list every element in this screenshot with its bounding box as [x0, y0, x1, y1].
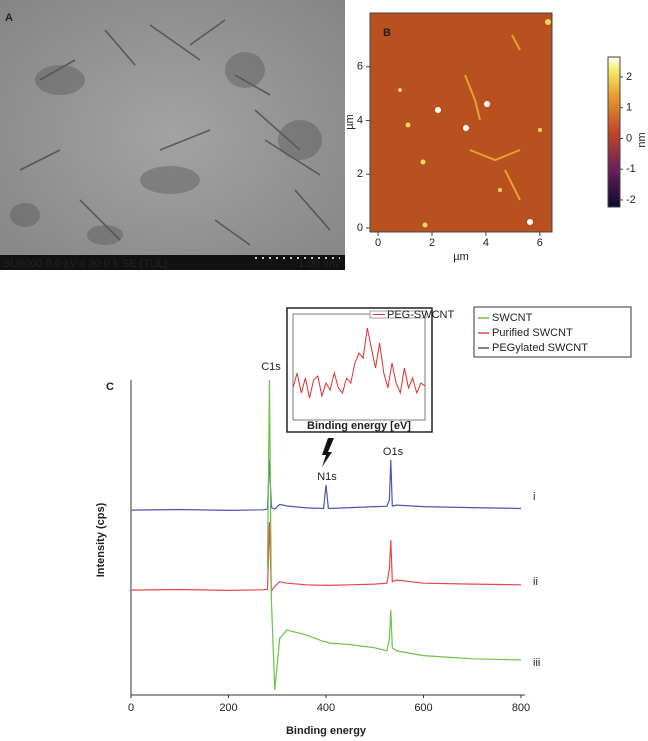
- colorbar-tick-label: -1: [626, 163, 636, 175]
- panel-label: C: [106, 381, 114, 393]
- y-tick-label: 2: [357, 168, 363, 180]
- series-end-label: iii: [533, 657, 540, 669]
- inset-x-label: Binding energy [eV]: [307, 420, 411, 432]
- sem-info-bar: [0, 255, 345, 270]
- legend-box: [473, 306, 632, 358]
- x-tick-label: 2: [429, 237, 435, 249]
- x-tick-label: 600: [414, 702, 432, 714]
- series-end-label: i: [533, 491, 535, 503]
- image-caption: SU8000 5.0 kV x 30.0 k SE (TUL): [3, 258, 167, 270]
- x-tick-label: 0: [128, 702, 134, 714]
- x-tick-label: 200: [219, 702, 237, 714]
- peak-annotation: C1s: [261, 361, 281, 373]
- y-tick-label: 0: [357, 222, 363, 234]
- scale-bar-label: 1.00 um: [298, 258, 338, 270]
- colorbar-tick-label: 0: [626, 132, 632, 144]
- sem-blobs: [10, 52, 322, 245]
- legend-label: PEGylated SWCNT: [492, 342, 588, 354]
- plot-frame: [369, 12, 553, 233]
- peak-annotation: N1s: [317, 471, 337, 483]
- sem-image: [0, 0, 345, 270]
- x-tick-label: 400: [317, 702, 335, 714]
- peak-annotation: O1s: [383, 446, 404, 458]
- afm-tubes: [464, 34, 521, 201]
- inset-arrow: [322, 438, 334, 467]
- panel-label: A: [5, 12, 13, 24]
- colorbar-label: nm: [636, 132, 648, 147]
- spectrum-line: [266, 379, 522, 691]
- spectrum-line: [130, 459, 522, 512]
- x-tick-label: 6: [537, 237, 543, 249]
- x-tick-label: 800: [512, 702, 530, 714]
- x-tick-label: 0: [375, 237, 381, 249]
- panel-label: B: [383, 27, 391, 39]
- inset-plot-frame: [292, 313, 426, 421]
- legend-label: Purified SWCNT: [492, 327, 573, 339]
- y-tick-label: 6: [357, 61, 363, 73]
- afm-image: [370, 13, 552, 232]
- colorbar: [607, 56, 621, 208]
- y-axis-label: µm: [344, 114, 356, 130]
- inset-legend-box: [369, 310, 427, 319]
- sem-texture: [19, 19, 331, 246]
- x-axis-label: Binding energy: [286, 725, 367, 737]
- legend-label: SWCNT: [492, 312, 533, 324]
- colorbar-tick-label: -2: [626, 194, 636, 206]
- series-end-label: ii: [533, 576, 538, 588]
- x-axis-label: µm: [453, 251, 469, 263]
- inset-legend-label: PEG-SWCNT: [387, 309, 455, 321]
- y-tick-label: 4: [357, 114, 363, 126]
- afm-features: [398, 19, 551, 228]
- y-axis-label: Intensity (cps): [95, 502, 107, 577]
- inset-line: [292, 327, 426, 399]
- spectrum-line: [130, 522, 522, 593]
- x-tick-label: 4: [483, 237, 489, 249]
- colorbar-tick-label: 2: [626, 71, 632, 83]
- colorbar-tick-label: 1: [626, 102, 632, 114]
- inset-frame: [286, 307, 433, 433]
